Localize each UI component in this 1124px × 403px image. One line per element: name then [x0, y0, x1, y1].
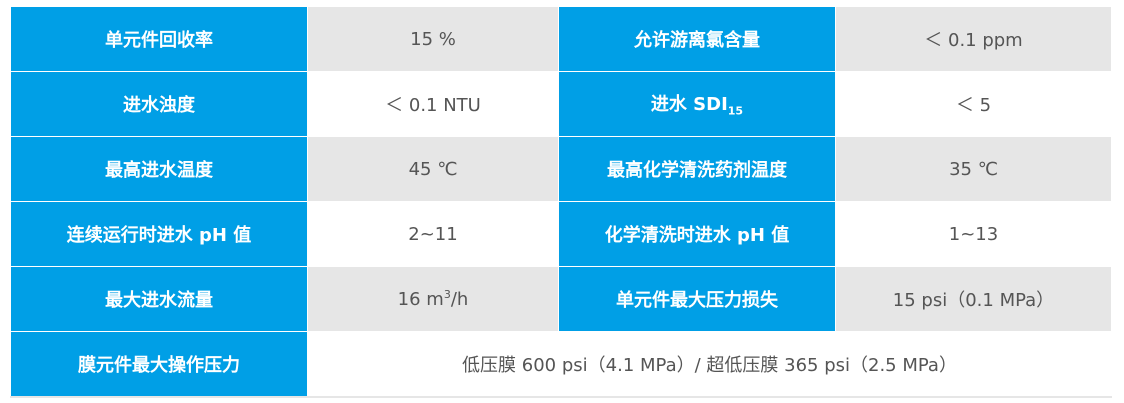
table-row: 最大进水流量 16 m3/h 单元件最大压力损失 15 psi（0.1 MPa） [10, 266, 1112, 332]
row-label: 化学清洗时进水 pH 值 [558, 201, 836, 267]
table-row: 进水浊度 ＜ 0.1 NTU 进水 SDI15 ＜ 5 [10, 71, 1112, 137]
row-label: 最高化学清洗药剂温度 [558, 136, 836, 202]
value-main: 16 m [397, 289, 444, 310]
row-value: ＜ 0.1 ppm [835, 6, 1112, 72]
label-main: 进水 SDI [650, 94, 728, 116]
spec-table: 单元件回收率 15 % 允许游离氯含量 ＜ 0.1 ppm 进水浊度 ＜ 0.1… [10, 6, 1112, 398]
row-label: 最高进水温度 [10, 136, 308, 202]
row-label: 最大进水流量 [10, 266, 308, 332]
row-value: 45 ℃ [307, 136, 559, 202]
table-row: 单元件回收率 15 % 允许游离氯含量 ＜ 0.1 ppm [10, 6, 1112, 72]
value-superscript: 3 [443, 288, 451, 301]
row-value: 15 % [307, 6, 559, 72]
value-tail: /h [450, 289, 469, 310]
row-value: 35 ℃ [835, 136, 1112, 202]
row-label: 进水浊度 [10, 71, 308, 137]
row-label: 单元件回收率 [10, 6, 308, 72]
table-row: 连续运行时进水 pH 值 2~11 化学清洗时进水 pH 值 1~13 [10, 201, 1112, 267]
row-value: ＜ 0.1 NTU [307, 71, 559, 137]
row-label: 允许游离氯含量 [558, 6, 836, 72]
row-label: 连续运行时进水 pH 值 [10, 201, 308, 267]
table-row: 膜元件最大操作压力 低压膜 600 psi（4.1 MPa）/ 超低压膜 365… [10, 331, 1112, 398]
row-value: 16 m3/h [307, 266, 559, 332]
row-label: 进水 SDI15 [558, 71, 836, 137]
row-label: 膜元件最大操作压力 [10, 331, 308, 398]
row-label: 单元件最大压力损失 [558, 266, 836, 332]
row-value: ＜ 5 [835, 71, 1112, 137]
row-value: 低压膜 600 psi（4.1 MPa）/ 超低压膜 365 psi（2.5 M… [307, 331, 1112, 398]
table-row: 最高进水温度 45 ℃ 最高化学清洗药剂温度 35 ℃ [10, 136, 1112, 202]
row-value: 2~11 [307, 201, 559, 267]
row-value: 1~13 [835, 201, 1112, 267]
label-subscript: 15 [727, 104, 744, 118]
row-value: 15 psi（0.1 MPa） [835, 266, 1112, 332]
